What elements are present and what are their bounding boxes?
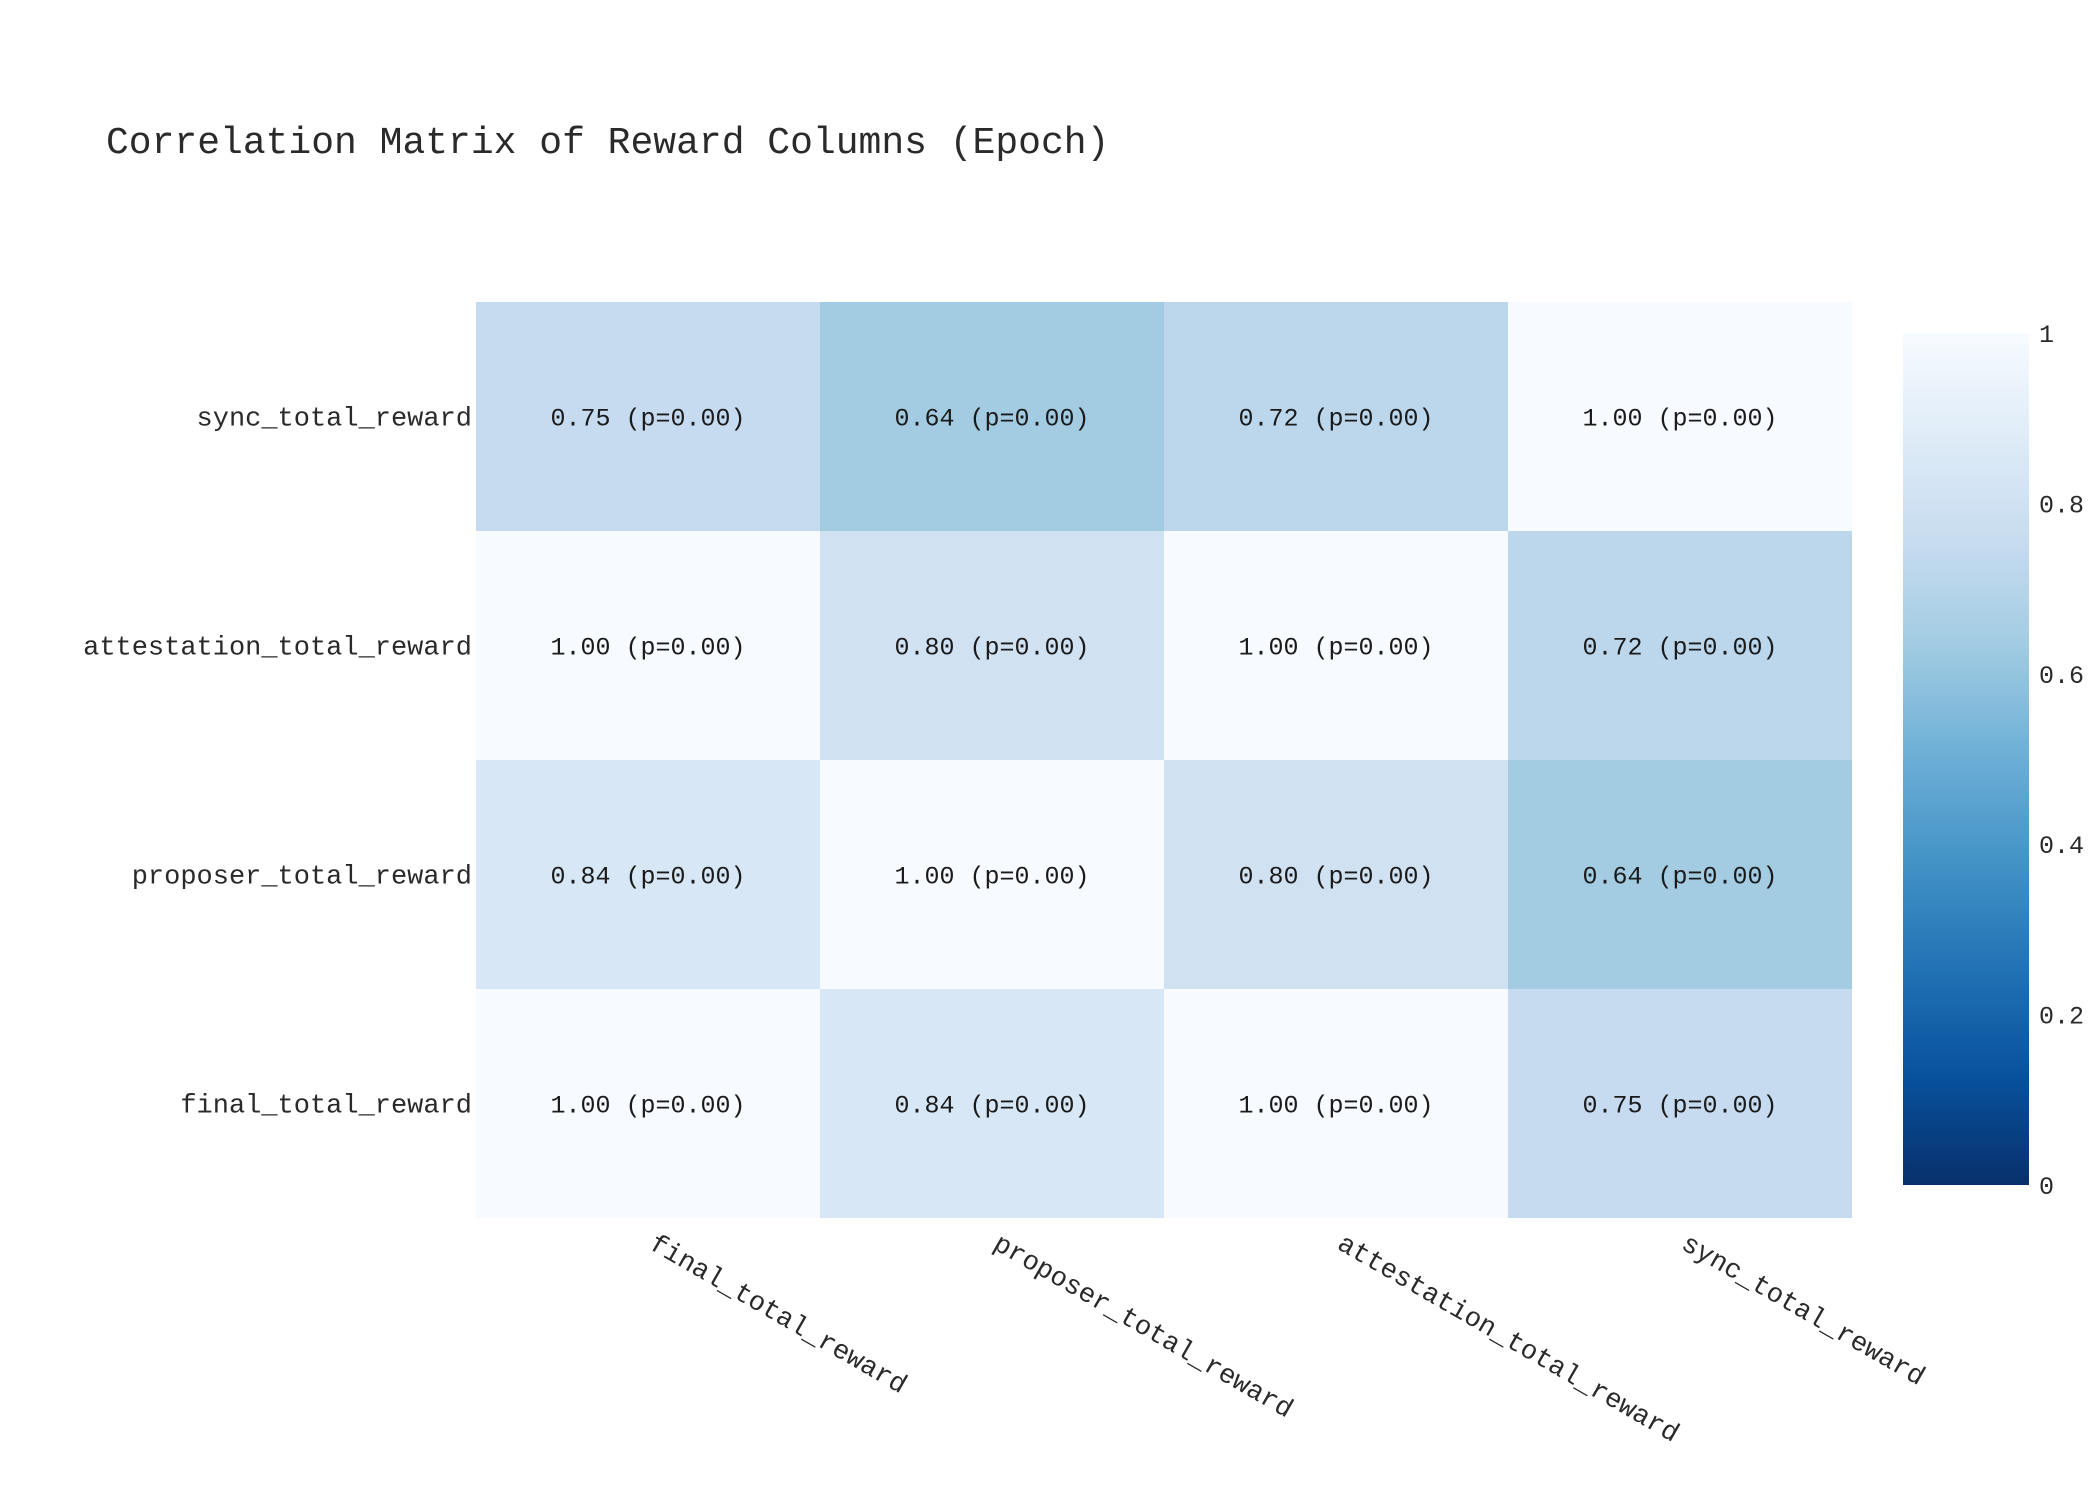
- cell-annotation-2-3: 0.72 (p=0.00): [1582, 634, 1777, 663]
- cell-annotation-1-3: 0.64 (p=0.00): [1582, 863, 1777, 892]
- cell-annotation-3-2: 0.72 (p=0.00): [1238, 405, 1433, 434]
- y-tick-label-0: final_total_reward: [180, 1092, 472, 1122]
- heatmap-cell-0-3: [1508, 989, 1852, 1218]
- heatmap-cell-3-0: [476, 302, 820, 531]
- colorbar-tick-label-0: 0: [2039, 1173, 2054, 1202]
- y-tick-label-2: attestation_total_reward: [83, 634, 472, 664]
- heatmap-cell-0-2: [1164, 989, 1508, 1218]
- heatmap-cell-0-0: [476, 989, 820, 1218]
- cell-annotation-2-0: 1.00 (p=0.00): [550, 634, 745, 663]
- heatmap-annotations: 1.00 (p=0.00) 0.84 (p=0.00) 1.00 (p=0.00) 0…: [550, 405, 1777, 1121]
- colorbar: 0 0.2 0.4 0.6 0.8 1: [1903, 321, 2084, 1202]
- heatmap-cell-1-3: [1508, 760, 1852, 989]
- colorbar-gradient-bar: [1903, 333, 2029, 1185]
- heatmap-cell-0-1: [820, 989, 1164, 1218]
- heatmap-cell-3-1: [820, 302, 1164, 531]
- cell-annotation-0-3: 0.75 (p=0.00): [1582, 1092, 1777, 1121]
- y-tick-label-3: sync_total_reward: [197, 405, 472, 435]
- colorbar-tick-label-1: 0.2: [2039, 1003, 2084, 1032]
- heatmap-cells: [476, 302, 1852, 1218]
- cell-annotation-0-1: 0.84 (p=0.00): [894, 1092, 1089, 1121]
- cell-annotation-0-2: 1.00 (p=0.00): [1238, 1092, 1433, 1121]
- cell-annotation-2-2: 1.00 (p=0.00): [1238, 634, 1433, 663]
- heatmap-cell-1-1: [820, 760, 1164, 989]
- heatmap-cell-2-1: [820, 531, 1164, 760]
- cell-annotation-0-0: 1.00 (p=0.00): [550, 1092, 745, 1121]
- colorbar-tick-label-5: 1: [2039, 321, 2054, 350]
- cell-annotation-1-1: 1.00 (p=0.00): [894, 863, 1089, 892]
- heatmap-cell-3-3: [1508, 302, 1852, 531]
- cell-annotation-3-3: 1.00 (p=0.00): [1582, 405, 1777, 434]
- cell-annotation-2-1: 0.80 (p=0.00): [894, 634, 1089, 663]
- heatmap-cell-1-0: [476, 760, 820, 989]
- heatmap-cell-1-2: [1164, 760, 1508, 989]
- y-tick-label-1: proposer_total_reward: [132, 863, 472, 893]
- colorbar-tick-label-2: 0.4: [2039, 832, 2084, 861]
- heatmap-cell-3-2: [1164, 302, 1508, 531]
- heatmap-cell-2-3: [1508, 531, 1852, 760]
- cell-annotation-1-0: 0.84 (p=0.00): [550, 863, 745, 892]
- heatmap-cell-2-2: [1164, 531, 1508, 760]
- cell-annotation-3-0: 0.75 (p=0.00): [550, 405, 745, 434]
- y-axis-tick-labels: final_total_reward proposer_total_reward a…: [83, 405, 472, 1122]
- cell-annotation-3-1: 0.64 (p=0.00): [894, 405, 1089, 434]
- chart-title: Correlation Matrix of Reward Columns (Ep…: [106, 122, 1109, 165]
- colorbar-tick-label-3: 0.6: [2039, 662, 2084, 691]
- heatmap-cell-2-0: [476, 531, 820, 760]
- colorbar-tick-label-4: 0.8: [2039, 491, 2084, 520]
- cell-annotation-1-2: 0.80 (p=0.00): [1238, 863, 1433, 892]
